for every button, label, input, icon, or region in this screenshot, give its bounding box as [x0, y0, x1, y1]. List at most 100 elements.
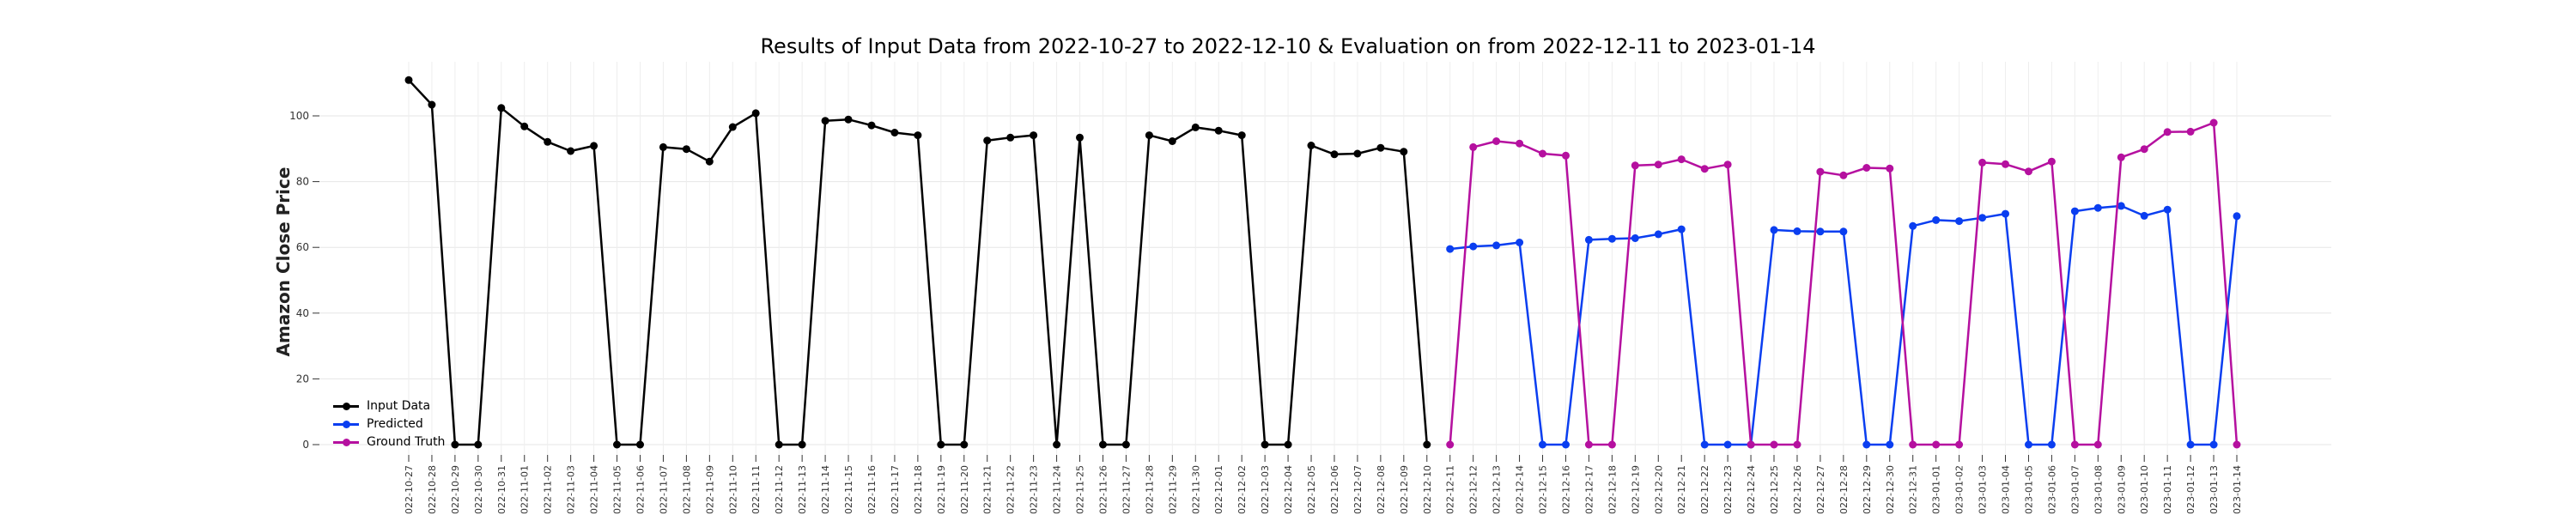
- data-point: [1700, 440, 1709, 449]
- data-point: [1353, 149, 1362, 158]
- legend-label: Ground Truth: [367, 434, 446, 449]
- x-tick-label: 022-12-16: [1560, 465, 1571, 514]
- grid-lines: [318, 62, 2331, 455]
- data-point: [983, 136, 992, 145]
- x-axis: 022-10-27 022-10-28 022-10-29 022-10-30 022-…: [404, 455, 2243, 514]
- data-point: [1723, 440, 1732, 449]
- x-tick-label: 023-01-10: [2139, 465, 2150, 514]
- data-point: [1446, 245, 1455, 253]
- data-point: [1284, 440, 1292, 449]
- data-point: [1862, 164, 1871, 172]
- legend-item: Ground Truth: [333, 433, 445, 451]
- data-point: [775, 440, 783, 449]
- x-tick-label: 022-11-09: [704, 465, 715, 514]
- data-point: [1006, 133, 1015, 142]
- data-point: [2209, 440, 2218, 449]
- data-point: [2047, 157, 2056, 166]
- data-point: [1469, 242, 1478, 251]
- x-tick-label: 022-10-29: [450, 465, 461, 514]
- data-point: [1376, 143, 1385, 152]
- data-point: [1516, 139, 1524, 148]
- data-point: [1214, 126, 1223, 135]
- x-tick-label: 022-11-18: [913, 465, 924, 514]
- data-point: [1631, 234, 1639, 242]
- x-tick-label: 022-11-03: [566, 465, 577, 514]
- x-tick-label: 022-12-19: [1630, 465, 1641, 514]
- x-tick-label: 022-11-24: [1052, 465, 1063, 514]
- data-point: [659, 142, 667, 151]
- data-point: [1516, 239, 1524, 246]
- x-tick-label: 023-01-12: [2185, 465, 2196, 514]
- data-point: [2002, 160, 2009, 168]
- y-tick-label: 40: [296, 307, 309, 319]
- x-tick-label: 023-01-13: [2208, 465, 2220, 514]
- x-tick-label: 022-11-12: [774, 465, 785, 514]
- x-tick-label: 022-12-03: [1260, 465, 1271, 514]
- data-point: [914, 131, 922, 140]
- x-tick-label: 022-11-15: [843, 465, 854, 514]
- x-tick-label: 022-11-29: [1167, 465, 1178, 514]
- data-point: [2209, 118, 2218, 127]
- x-tick-label: 022-12-01: [1213, 465, 1224, 514]
- y-tick-label: 20: [296, 373, 309, 385]
- legend-marker: [333, 401, 359, 411]
- x-tick-label: 022-12-02: [1236, 465, 1248, 514]
- data-point: [1330, 150, 1339, 159]
- data-point: [497, 104, 506, 112]
- data-point: [2047, 440, 2056, 449]
- data-point: [890, 129, 899, 136]
- x-tick-label: 022-11-02: [543, 465, 554, 514]
- data-point: [1030, 131, 1038, 140]
- data-point: [428, 100, 436, 109]
- legend-label: Predicted: [367, 416, 423, 431]
- data-point: [1053, 440, 1061, 449]
- x-tick-label: 022-12-13: [1492, 465, 1503, 514]
- y-axis: 0 20 40 60 80 100: [289, 110, 319, 451]
- x-tick-label: 022-12-21: [1676, 465, 1687, 514]
- data-point: [1770, 440, 1778, 449]
- x-tick-label: 022-11-30: [1190, 465, 1201, 514]
- x-tick-label: 022-12-18: [1607, 465, 1618, 514]
- data-point: [2070, 207, 2079, 215]
- data-point: [1584, 440, 1593, 449]
- x-tick-label: 022-11-16: [866, 465, 878, 514]
- data-point: [937, 440, 945, 449]
- x-tick-label: 022-12-27: [1815, 465, 1826, 514]
- data-point: [1423, 440, 1431, 449]
- data-point: [705, 157, 714, 166]
- x-tick-label: 022-12-10: [1422, 465, 1433, 514]
- data-point: [1584, 235, 1593, 244]
- data-point: [1307, 142, 1315, 149]
- x-tick-label: 022-12-12: [1468, 465, 1479, 514]
- data-point: [1978, 214, 1987, 222]
- data-point: [1492, 241, 1501, 250]
- data-point: [2163, 205, 2172, 214]
- data-point: [1955, 440, 1964, 449]
- x-tick-label: 022-11-14: [820, 465, 831, 514]
- x-tick-label: 022-12-26: [1792, 465, 1803, 514]
- data-point: [728, 123, 737, 131]
- data-point: [590, 142, 598, 150]
- data-point: [1677, 155, 1686, 164]
- data-point: [404, 76, 413, 84]
- x-tick-label: 022-12-15: [1538, 465, 1549, 514]
- x-tick-label: 022-11-05: [612, 465, 623, 514]
- data-point: [1886, 440, 1894, 449]
- x-tick-label: 023-01-03: [1978, 465, 1989, 514]
- x-tick-label: 022-12-17: [1583, 465, 1595, 514]
- x-tick-label: 023-01-11: [2162, 465, 2173, 514]
- x-tick-label: 022-11-17: [890, 465, 901, 514]
- x-tick-label: 022-11-06: [635, 465, 646, 514]
- y-tick-label: 0: [302, 439, 309, 451]
- data-point: [1607, 234, 1616, 243]
- data-point: [613, 440, 621, 449]
- x-tick-label: 022-11-10: [727, 465, 738, 514]
- data-point: [1862, 440, 1871, 449]
- data-point: [1723, 161, 1732, 169]
- data-point: [2070, 440, 2079, 449]
- data-point: [1261, 440, 1269, 449]
- x-tick-label: 022-12-07: [1352, 465, 1364, 514]
- data-point: [844, 115, 853, 124]
- data-point: [2140, 211, 2148, 220]
